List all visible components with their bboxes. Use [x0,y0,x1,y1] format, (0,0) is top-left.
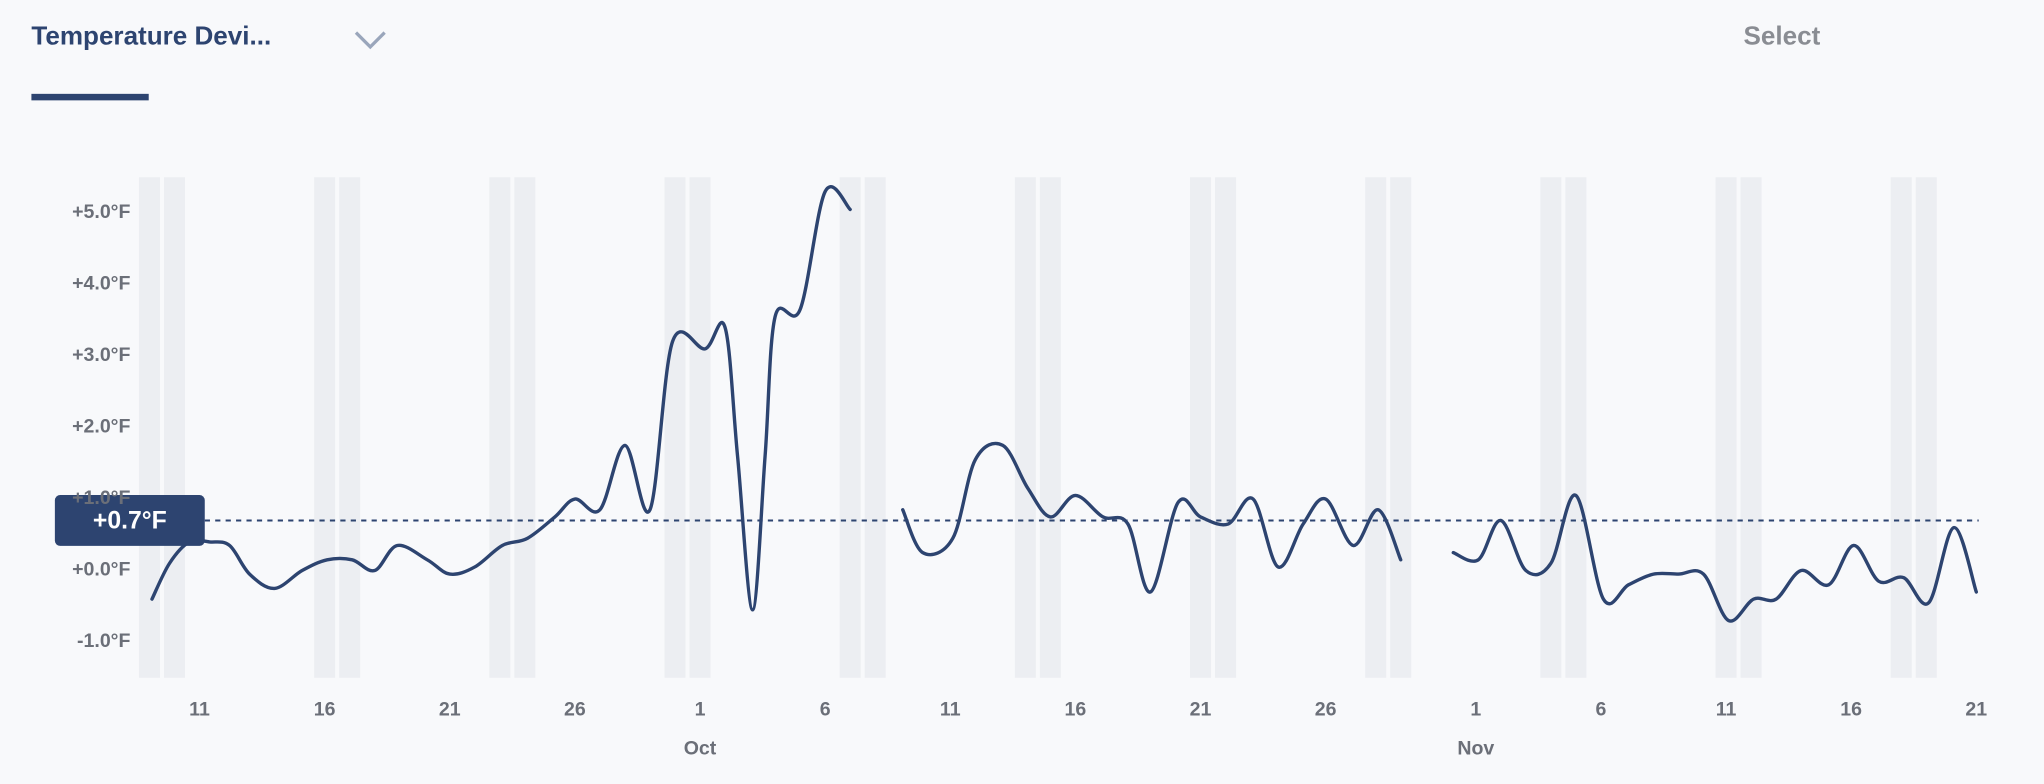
x-tick-label: 21 [1965,699,1987,721]
weekend-band [514,177,536,678]
y-tick-label: +3.0°F [72,344,130,366]
select-button[interactable]: Select [1744,21,1821,51]
x-tick-label: 6 [1595,699,1606,721]
reference-label: +0.7°F [93,507,167,534]
weekend-band [163,177,186,678]
weekend-band [339,177,361,678]
weekend-band [689,177,711,678]
weekend-band [1715,177,1737,678]
tab-underline [31,93,149,101]
dropdown-chevron[interactable] [354,31,386,50]
x-tick-label: 16 [314,699,336,721]
x-tick-label: 26 [1315,699,1337,721]
weekend-band [1215,177,1237,678]
weekend-band [1565,177,1587,678]
x-tick-label: 16 [1065,699,1087,721]
weekend-band [314,177,336,678]
weekend-band [489,177,511,678]
x-tick-label: 11 [940,699,961,721]
weekend-band [138,177,160,678]
x-tick-label: 21 [1190,699,1212,721]
weekend-band [839,177,861,678]
x-tick-label: 6 [820,699,831,721]
weekend-band [1190,177,1212,678]
weekend-band [864,177,886,678]
weekend-band [1039,177,1061,678]
data-line [150,185,1978,623]
y-tick-label: +4.0°F [72,273,130,295]
x-tick-label: 21 [439,699,461,721]
weekend-band [1365,177,1387,678]
x-tick-label: 16 [1840,699,1862,721]
month-label: Nov [1457,738,1494,760]
weekend-band [664,177,686,678]
x-tick-label: 1 [695,699,706,721]
weekend-band [1740,177,1762,678]
month-label: Oct [684,738,717,760]
weekend-band [1540,177,1562,678]
y-tick-label: +0.0°F [72,559,130,581]
y-tick-label: +5.0°F [72,201,130,223]
reference-badge [54,495,205,546]
tab-title[interactable]: Temperature Devi... [31,21,271,51]
x-tick-label: 1 [1470,699,1481,721]
y-tick-label: +2.0°F [72,416,130,438]
y-tick-label: -1.0°F [77,630,130,652]
x-tick-label: 26 [564,699,586,721]
y-tick-label: +1.0°F [72,487,130,509]
weekend-band [1014,177,1036,678]
weekend-band [1890,177,1912,678]
x-tick-label: 11 [189,699,210,721]
weekend-band [1915,177,1937,678]
weekend-band [1390,177,1412,678]
x-tick-label: 11 [1716,699,1737,721]
